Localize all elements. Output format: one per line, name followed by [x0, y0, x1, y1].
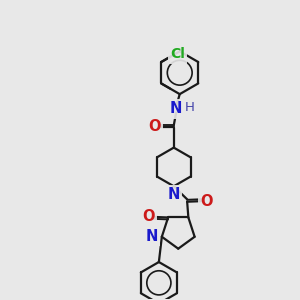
- Text: O: O: [200, 194, 213, 208]
- Text: H: H: [184, 101, 194, 114]
- Text: Cl: Cl: [170, 47, 185, 61]
- Text: N: N: [168, 188, 180, 202]
- Text: N: N: [170, 101, 182, 116]
- Text: O: O: [142, 209, 155, 224]
- Text: N: N: [146, 229, 158, 244]
- Text: O: O: [148, 119, 161, 134]
